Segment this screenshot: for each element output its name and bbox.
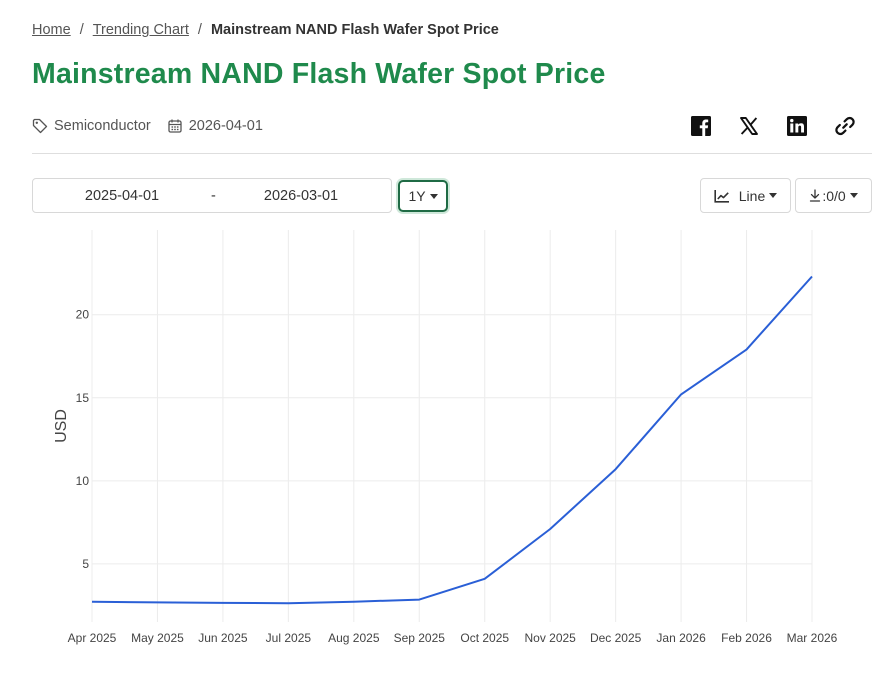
- range-label: 1Y: [408, 188, 426, 204]
- category-label: Semiconductor: [54, 118, 151, 134]
- chart-type-label: Line: [738, 187, 766, 204]
- tag-icon: [32, 118, 48, 134]
- date-to-input[interactable]: 2026-03-01: [263, 187, 339, 204]
- share-bar: [690, 115, 856, 137]
- y-tick-label: 15: [76, 391, 90, 405]
- chevron-down-icon: [849, 193, 858, 198]
- category-tag[interactable]: Semiconductor: [32, 118, 151, 134]
- facebook-icon[interactable]: [690, 115, 712, 137]
- x-tick-label: Apr 2025: [68, 631, 117, 645]
- x-tick-label: Aug 2025: [328, 631, 380, 645]
- x-tick-label: Nov 2025: [524, 631, 576, 645]
- x-tick-label: Jan 2026: [656, 631, 706, 645]
- breadcrumb-current: Mainstream NAND Flash Wafer Spot Price: [210, 22, 499, 38]
- breadcrumb-separator: /: [197, 22, 202, 38]
- x-tick-label: May 2025: [131, 631, 184, 645]
- breadcrumb-home-link[interactable]: Home: [32, 22, 71, 38]
- linkedin-icon[interactable]: [786, 115, 808, 137]
- breadcrumb-trending-link[interactable]: Trending Chart: [92, 22, 189, 38]
- y-tick-label: 5: [82, 557, 89, 571]
- x-tick-label: Oct 2025: [460, 631, 509, 645]
- breadcrumb: Home / Trending Chart / Mainstream NAND …: [32, 22, 499, 38]
- series-line: [91, 275, 813, 605]
- page-meta: Semiconductor 2026-04-01: [32, 118, 279, 134]
- y-tick-label: 10: [76, 474, 90, 488]
- calendar-icon: [168, 119, 182, 133]
- date-label: 2026-04-01: [188, 118, 263, 134]
- x-tick-label: Sep 2025: [394, 631, 446, 645]
- x-tick-label: Feb 2026: [721, 631, 772, 645]
- price-line-chart: 5 10 15 20 Apr 2025 May 2025 Jun 2025 Jul 2025 A…: [53, 230, 838, 645]
- date-range-picker[interactable]: 2025-04-01 - 2026-03-01: [32, 178, 392, 213]
- breadcrumb-separator: /: [79, 22, 84, 38]
- x-tick-label: Mar 2026: [787, 631, 838, 645]
- x-icon[interactable]: [738, 115, 760, 137]
- x-tick-label: Dec 2025: [590, 631, 642, 645]
- download-dropdown-button[interactable]: :0/0: [795, 178, 872, 213]
- download-label: :0/0: [822, 187, 846, 204]
- line-chart-icon: [714, 189, 729, 203]
- link-icon[interactable]: [834, 115, 856, 137]
- x-tick-label: Jul 2025: [266, 631, 312, 645]
- x-tick-label: Jun 2025: [198, 631, 248, 645]
- header-divider: [32, 153, 872, 154]
- y-axis-label: USD: [53, 409, 70, 443]
- chart-type-dropdown-button[interactable]: Line: [700, 178, 791, 213]
- download-icon: [810, 189, 821, 202]
- chevron-down-icon: [769, 193, 778, 198]
- date-from-input[interactable]: 2025-04-01: [84, 187, 160, 204]
- publish-date: 2026-04-01: [167, 118, 263, 134]
- range-dropdown-button[interactable]: 1Y: [398, 180, 448, 212]
- page-title: Mainstream NAND Flash Wafer Spot Price: [32, 58, 606, 90]
- chevron-down-icon: [429, 193, 438, 199]
- y-tick-label: 20: [76, 308, 90, 322]
